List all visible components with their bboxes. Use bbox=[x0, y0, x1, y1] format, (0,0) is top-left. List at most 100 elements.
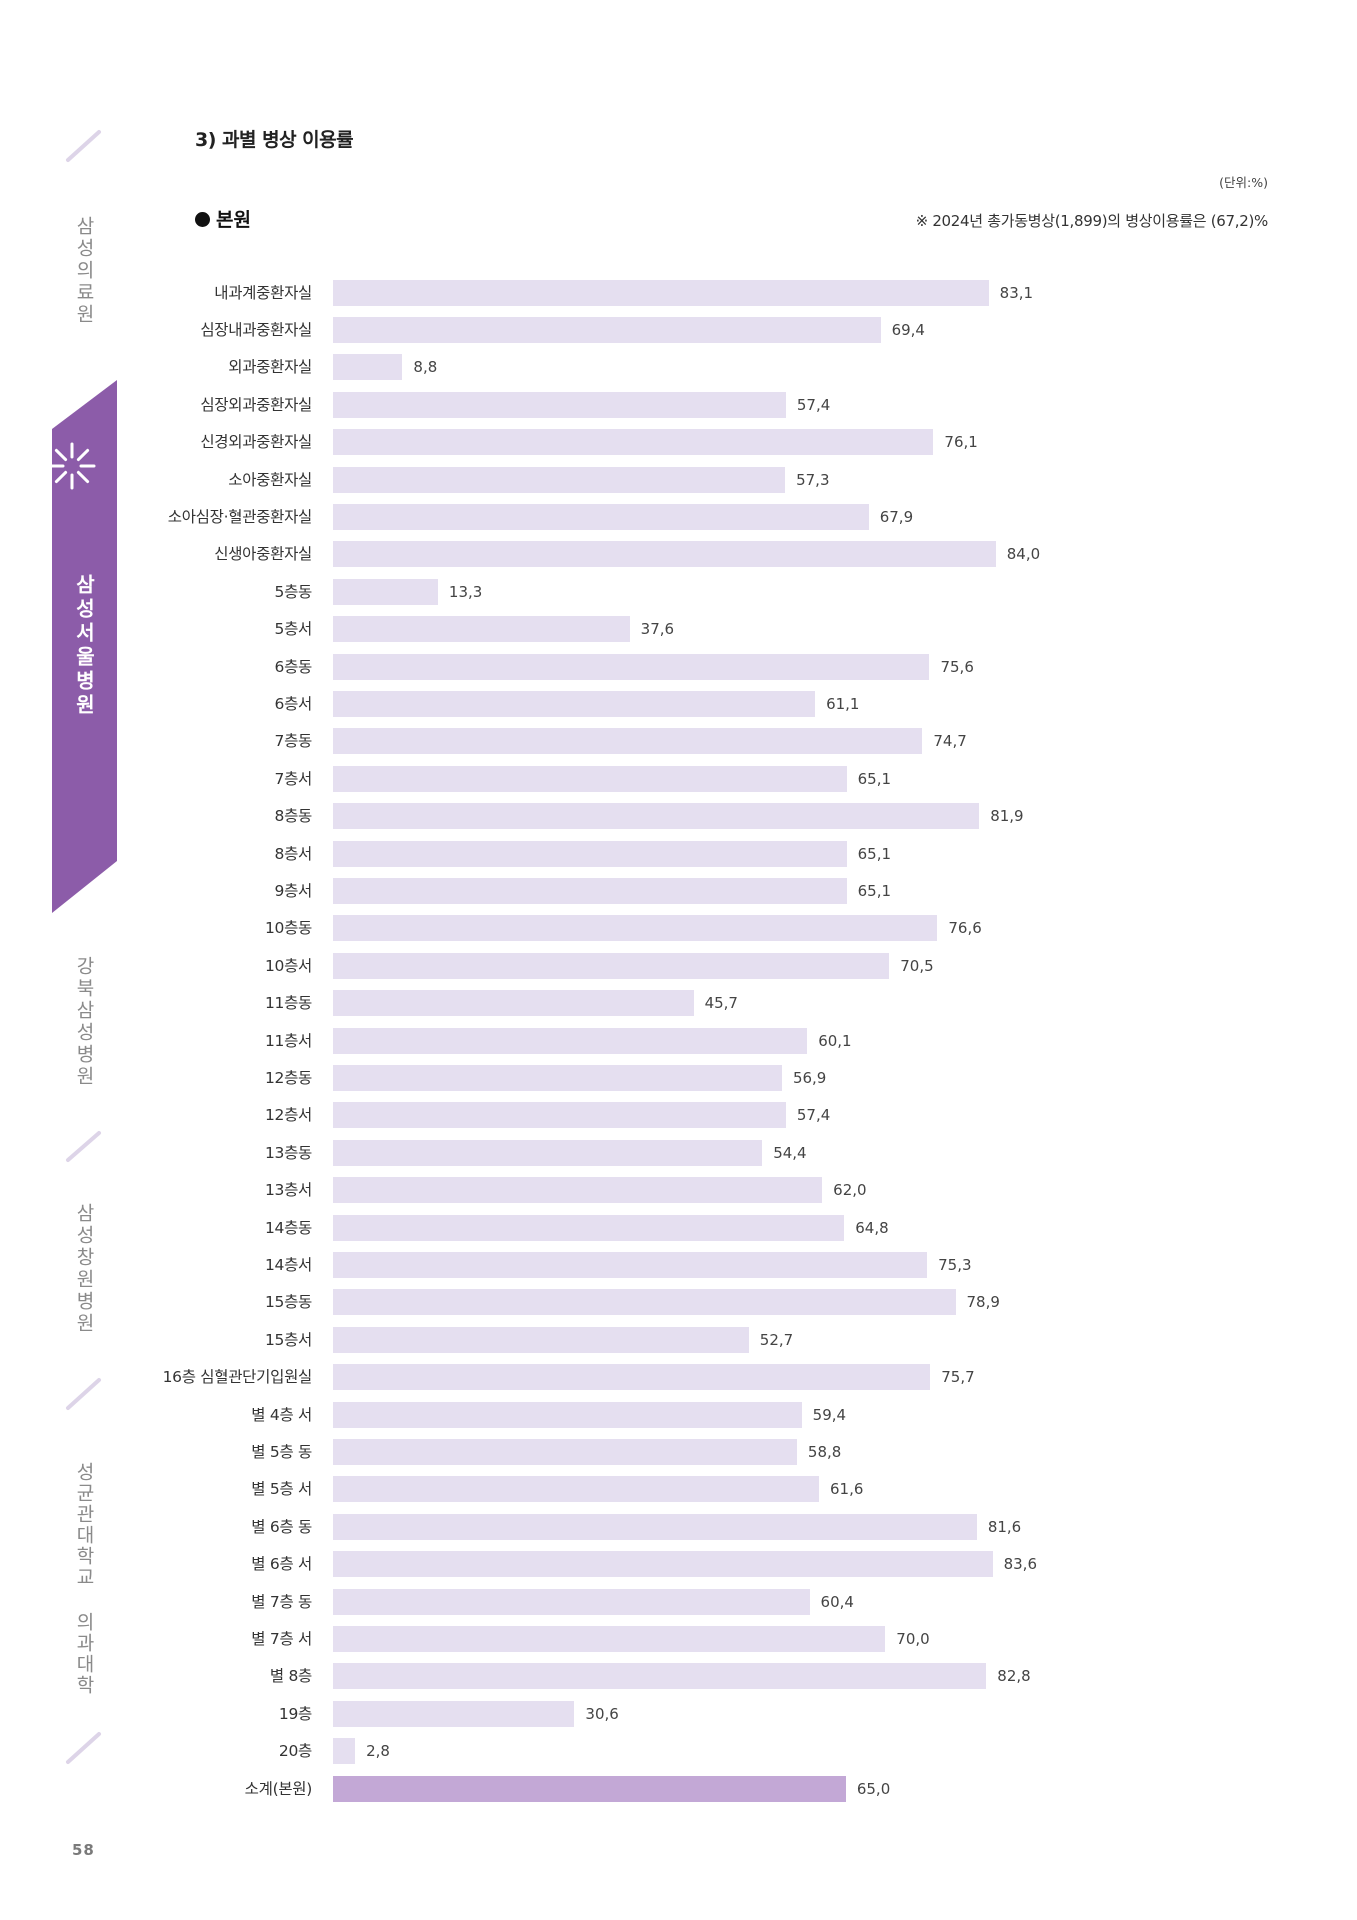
value-label: 52,7 bbox=[759, 1330, 794, 1349]
value-label: 54,4 bbox=[773, 1143, 807, 1162]
bar bbox=[333, 1251, 928, 1278]
category-label: 16층 심혈관단기입원실 bbox=[162, 1368, 313, 1387]
value-label: 58,8 bbox=[807, 1442, 842, 1461]
bar bbox=[333, 316, 881, 343]
bar bbox=[333, 1289, 956, 1316]
active-tab-background bbox=[52, 380, 117, 913]
chart-note: ※ 2024년 총가동병상(1,899)의 병상이용률은 (67,2)% bbox=[915, 212, 1269, 230]
bar bbox=[333, 653, 930, 680]
category-label: 8층서 bbox=[274, 844, 313, 863]
bar bbox=[333, 541, 996, 568]
value-label: 81,6 bbox=[987, 1517, 1022, 1536]
sidebar-item-kangbuk-samsung-hospital: 강북삼성병원 bbox=[73, 956, 95, 1088]
divider-line bbox=[66, 1378, 101, 1410]
chart-subtitle-text: 본원 bbox=[216, 209, 251, 231]
page-number: 58 bbox=[72, 1841, 95, 1859]
category-label: 별 5층 서 bbox=[251, 1480, 312, 1499]
bar bbox=[333, 1551, 993, 1578]
value-label: 75,3 bbox=[938, 1255, 972, 1274]
bar bbox=[333, 391, 786, 418]
value-label: 56,9 bbox=[792, 1068, 827, 1087]
value-label: 8,8 bbox=[413, 358, 438, 377]
bar bbox=[333, 1214, 845, 1241]
category-label: 5층서 bbox=[274, 620, 313, 639]
value-label: 57,4 bbox=[796, 395, 831, 414]
bar bbox=[333, 877, 847, 904]
category-label: 별 6층 서 bbox=[251, 1555, 312, 1574]
category-label: 소아심장·혈관중환자실 bbox=[167, 507, 313, 526]
category-label: 7층동 bbox=[274, 732, 313, 751]
category-label: 10층동 bbox=[264, 919, 312, 938]
value-label: 13,3 bbox=[448, 582, 483, 601]
bar bbox=[333, 1102, 786, 1129]
bar bbox=[333, 1476, 820, 1503]
category-label: 13층서 bbox=[264, 1181, 312, 1200]
bar bbox=[333, 1438, 797, 1465]
value-label: 78,9 bbox=[966, 1293, 1000, 1312]
bar bbox=[333, 952, 890, 979]
category-label: 별 7층 동 bbox=[251, 1592, 312, 1611]
category-label: 신생아중환자실 bbox=[214, 545, 312, 564]
sidebar-item-skku-school-of-medicine: 성균관대학교 의과대학 bbox=[73, 1462, 95, 1696]
bar bbox=[333, 915, 938, 942]
category-label: 신경외과중환자실 bbox=[200, 433, 312, 452]
bar bbox=[333, 1027, 808, 1054]
bar bbox=[333, 616, 630, 643]
bar bbox=[333, 1625, 886, 1652]
value-label: 2,8 bbox=[366, 1742, 390, 1761]
value-label: 59,4 bbox=[812, 1405, 847, 1424]
bar bbox=[333, 1139, 763, 1166]
category-label: 6층서 bbox=[274, 694, 313, 713]
value-label: 57,3 bbox=[796, 470, 830, 489]
value-label: 60,1 bbox=[818, 1031, 852, 1050]
divider-line bbox=[66, 1131, 101, 1162]
value-label: 62,0 bbox=[833, 1181, 867, 1200]
value-label: 37,6 bbox=[640, 620, 675, 639]
category-label: 심장외과중환자실 bbox=[200, 395, 312, 414]
sidebar-item-samsung-seoul-hospital: 삼성서울병원 bbox=[72, 574, 96, 718]
value-label: 75,6 bbox=[940, 657, 974, 676]
divider-line bbox=[66, 130, 101, 162]
category-label: 소계(본원) bbox=[244, 1779, 313, 1798]
category-label: 내과계중환자실 bbox=[214, 283, 312, 302]
sidebar-item-samsung-changwon-hospital: 삼성창원병원 bbox=[73, 1203, 95, 1335]
bar bbox=[333, 1738, 356, 1765]
value-label: 67,9 bbox=[879, 507, 914, 526]
value-label: 70,0 bbox=[896, 1629, 930, 1648]
category-label: 별 6층 동 bbox=[251, 1517, 312, 1536]
bar bbox=[333, 1700, 575, 1727]
bar bbox=[333, 578, 438, 605]
bar bbox=[333, 840, 847, 867]
value-label: 30,6 bbox=[585, 1704, 619, 1723]
category-label: 12층동 bbox=[264, 1068, 312, 1087]
bar bbox=[333, 1364, 931, 1391]
sidebar-graphics bbox=[52, 130, 117, 1764]
value-label: 69,4 bbox=[891, 320, 925, 339]
value-label: 65,1 bbox=[857, 844, 892, 863]
value-label: 83,1 bbox=[999, 283, 1034, 302]
bar bbox=[333, 1663, 987, 1690]
category-label: 심장내과중환자실 bbox=[200, 320, 312, 339]
bar bbox=[333, 466, 786, 493]
value-label: 45,7 bbox=[704, 994, 738, 1013]
value-label: 82,8 bbox=[997, 1667, 1031, 1686]
category-label: 20층 bbox=[278, 1742, 312, 1761]
value-label: 57,4 bbox=[796, 1106, 831, 1125]
section-title: 3) 과별 병상 이용률 bbox=[195, 129, 354, 151]
value-label: 76,6 bbox=[948, 919, 982, 938]
category-label: 14층동 bbox=[264, 1218, 312, 1237]
value-label: 65,0 bbox=[856, 1779, 891, 1798]
category-label: 8층동 bbox=[274, 807, 313, 826]
subtotal-bar bbox=[333, 1775, 846, 1802]
category-label: 7층서 bbox=[274, 769, 313, 788]
category-label: 별 4층 서 bbox=[251, 1405, 312, 1424]
value-label: 65,1 bbox=[857, 769, 892, 788]
bar bbox=[333, 1177, 823, 1204]
category-label: 11층동 bbox=[264, 994, 312, 1013]
unit-label: (단위:%) bbox=[1219, 175, 1268, 190]
bar bbox=[333, 1401, 802, 1428]
bar bbox=[333, 990, 694, 1017]
bar bbox=[333, 765, 847, 792]
